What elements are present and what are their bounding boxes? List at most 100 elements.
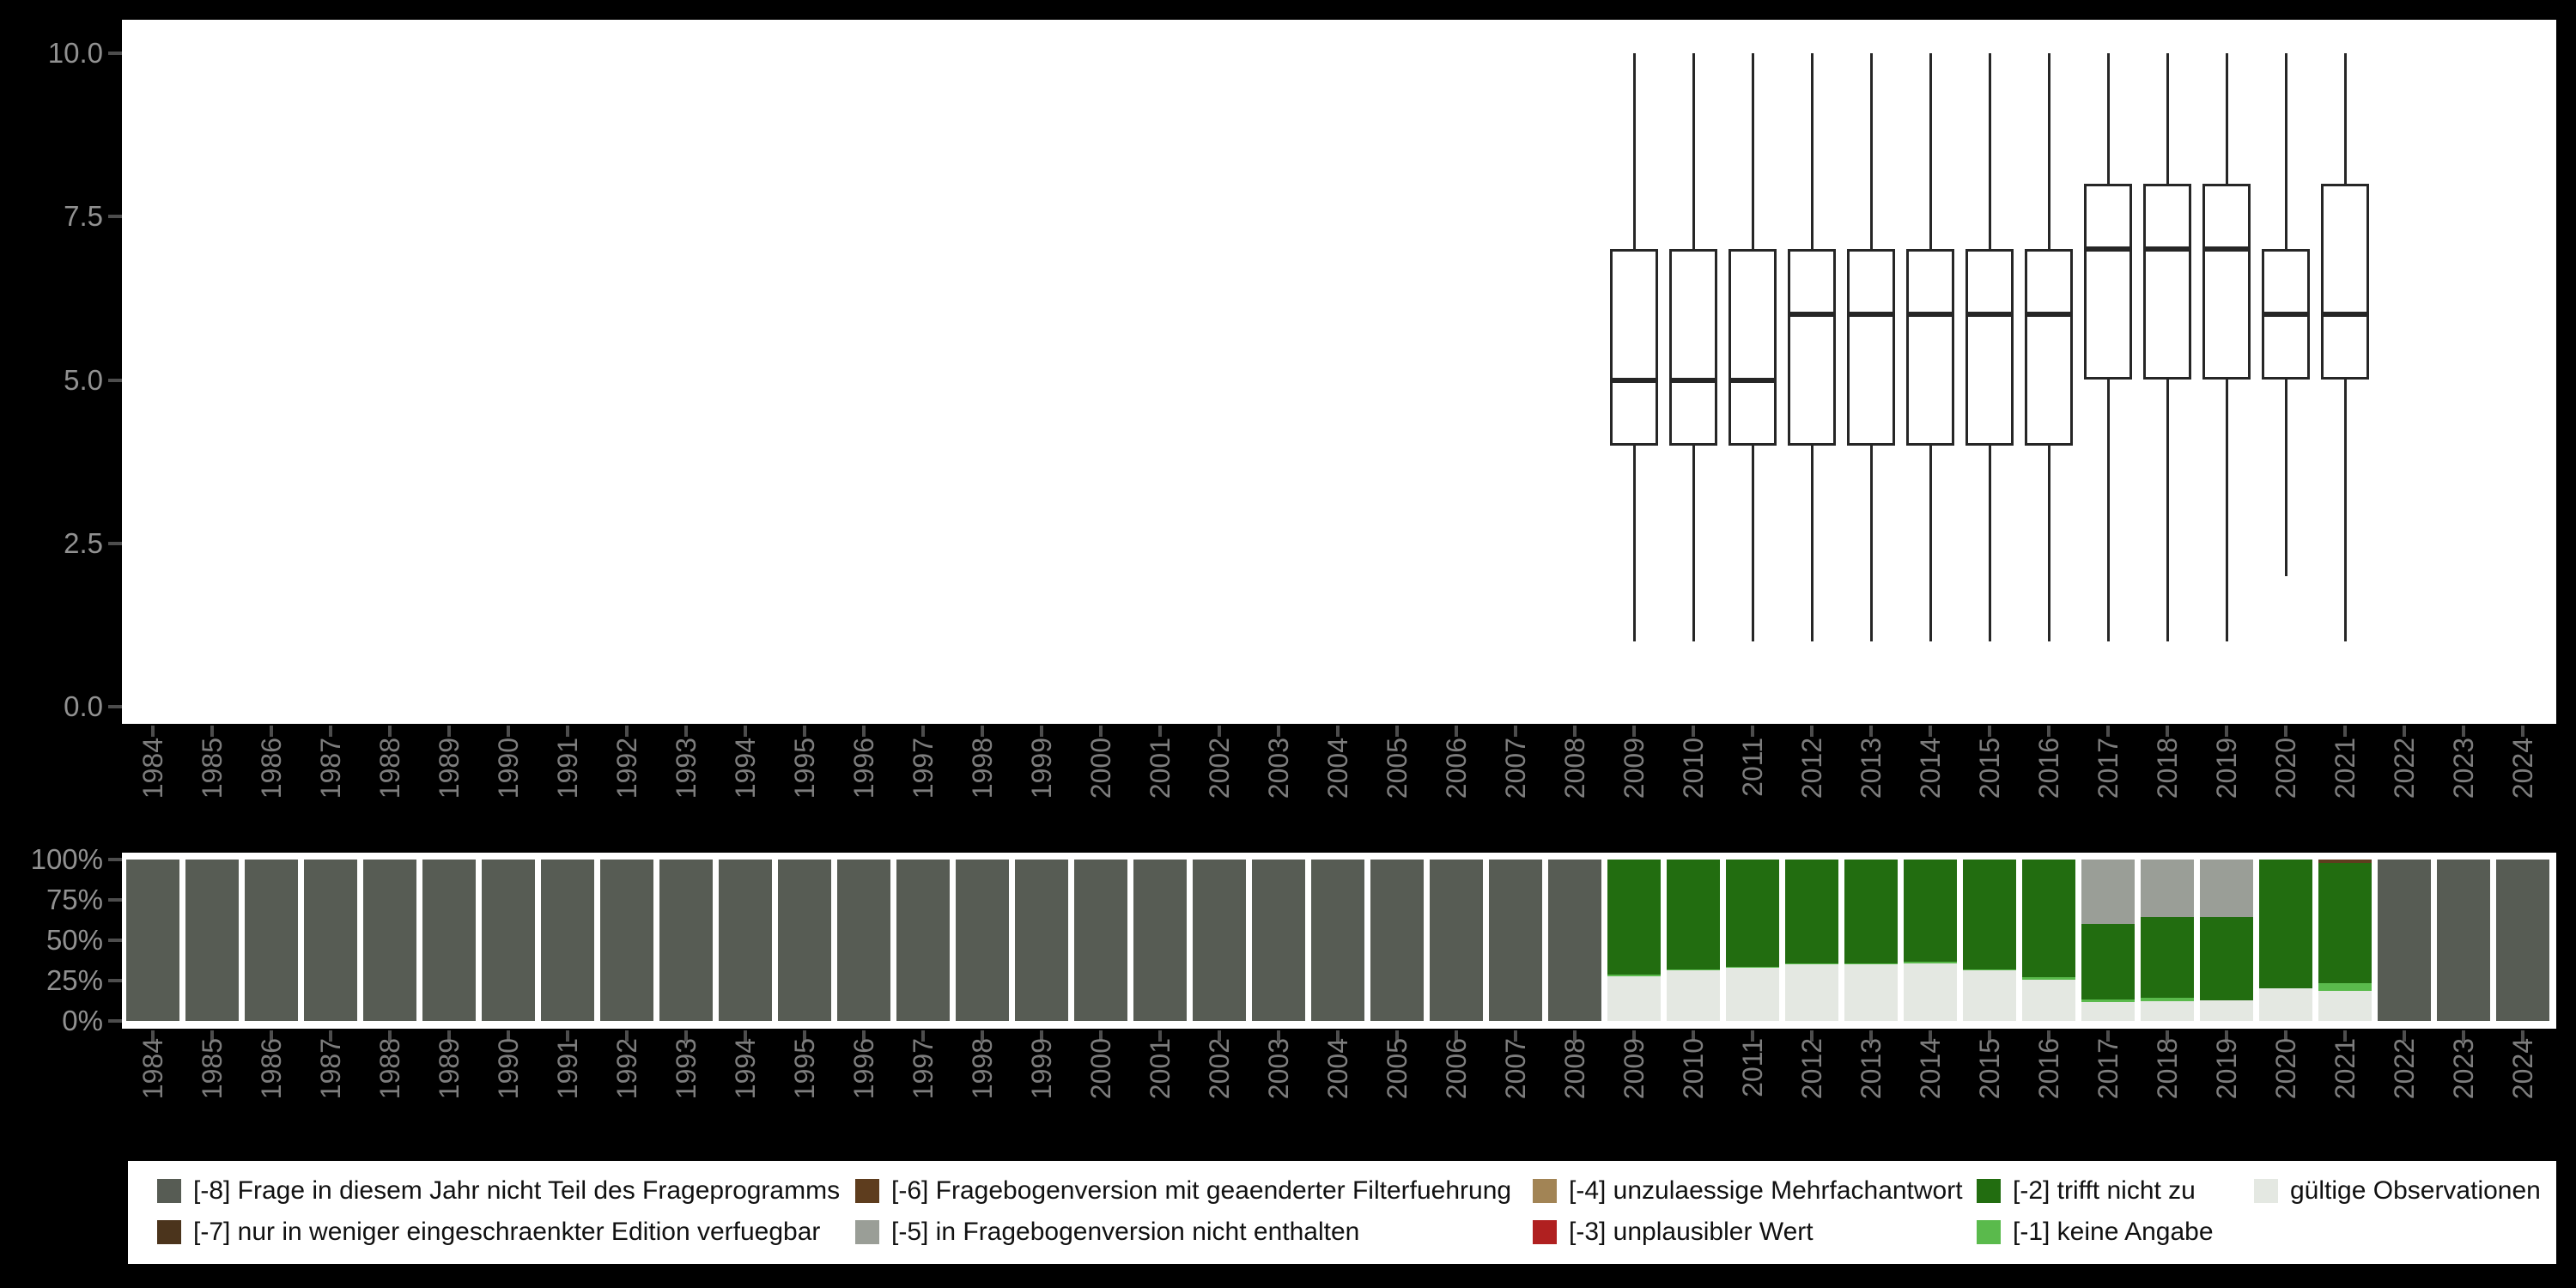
- x-tick-mark-bottom: [1514, 1030, 1517, 1042]
- year-label-top: 2010: [1678, 738, 1709, 799]
- bar-segment-m2: [2200, 916, 2253, 1000]
- bar-segment-m8: [1311, 860, 1364, 1021]
- year-label-bottom: 2004: [1322, 1038, 1353, 1100]
- bar-segment-m1: [1607, 975, 1661, 977]
- year-label-top: 1996: [848, 738, 879, 799]
- year-label-top: 1994: [730, 738, 761, 799]
- x-tick-mark-bottom: [2106, 1030, 2110, 1042]
- x-tick-mark-top: [566, 726, 569, 737]
- bar-segment-m1: [2318, 982, 2372, 991]
- percent-axis-tick-label: 100%: [30, 843, 103, 875]
- x-tick-mark-bottom: [2343, 1030, 2347, 1042]
- x-tick-mark-bottom: [1395, 1030, 1399, 1042]
- boxplot-box: [1906, 249, 1954, 446]
- x-tick-mark-bottom: [2284, 1030, 2287, 1042]
- legend-label-m8: [-8] Frage in diesem Jahr nicht Teil des…: [193, 1176, 841, 1205]
- boxplot-median: [2321, 312, 2369, 318]
- x-tick-mark-top: [1929, 726, 1932, 737]
- boxplot-box: [1728, 249, 1777, 446]
- y-axis-tick-label: 10.0: [47, 37, 103, 69]
- boxplot-median: [1728, 377, 1777, 383]
- bar-segment-m5: [2141, 860, 2194, 917]
- year-label-bottom: 1990: [493, 1038, 524, 1100]
- bar-segment-m2: [1667, 860, 1720, 969]
- x-tick-mark-bottom: [2047, 1030, 2050, 1042]
- x-tick-mark-top: [803, 726, 806, 737]
- x-tick-mark-top: [744, 726, 747, 737]
- x-tick-mark-top: [862, 726, 866, 737]
- boxplot-median: [1965, 312, 2014, 318]
- percent-axis-tick-label: 75%: [46, 884, 103, 915]
- x-tick-mark-bottom: [447, 1030, 451, 1042]
- x-tick-mark-bottom: [1455, 1030, 1458, 1042]
- x-tick-mark-top: [1988, 726, 1991, 737]
- legend-swatch-m2: [1977, 1179, 2001, 1203]
- percent-axis-tick-label: 25%: [46, 964, 103, 996]
- year-label-top: 1987: [315, 738, 346, 799]
- year-label-bottom: 2013: [1856, 1038, 1886, 1100]
- legend-label-m4: [-4] unzulaessige Mehrfachantwort: [1569, 1176, 1963, 1205]
- y-axis-tick-label: 7.5: [64, 200, 103, 233]
- year-label-top: 2016: [2033, 738, 2064, 799]
- year-label-top: 2022: [2389, 738, 2420, 799]
- year-label-bottom: 2005: [1382, 1038, 1413, 1100]
- x-tick-mark-top: [1573, 726, 1577, 737]
- x-tick-mark-bottom: [1929, 1030, 1932, 1042]
- bar-segment-m1: [1904, 962, 1957, 964]
- x-tick-mark-top: [1218, 726, 1221, 737]
- y-tick-mark: [108, 52, 122, 55]
- boxplot-box: [2202, 184, 2251, 380]
- bar-segment-m8: [422, 860, 476, 1021]
- bar-segment-m8: [1193, 860, 1246, 1021]
- x-tick-mark-bottom: [1158, 1030, 1162, 1042]
- x-tick-mark-bottom: [1573, 1030, 1577, 1042]
- x-tick-mark-top: [447, 726, 451, 737]
- year-label-top: 2012: [1796, 738, 1827, 799]
- year-label-bottom: 1986: [256, 1038, 287, 1100]
- boxplot-median: [2143, 246, 2191, 252]
- year-label-top: 2002: [1204, 738, 1235, 799]
- year-label-top: 2008: [1559, 738, 1590, 799]
- x-tick-mark-top: [2343, 726, 2347, 737]
- year-label-top: 1985: [197, 738, 228, 799]
- year-label-bottom: 1987: [315, 1038, 346, 1100]
- x-tick-mark-top: [1869, 726, 1873, 737]
- x-tick-mark-top: [210, 726, 214, 737]
- x-tick-mark-top: [2521, 726, 2524, 737]
- bar-segment-m8: [185, 860, 239, 1021]
- x-tick-mark-top: [2225, 726, 2228, 737]
- x-tick-mark-top: [1277, 726, 1280, 737]
- year-label-top: 2013: [1856, 738, 1886, 799]
- year-label-top: 2020: [2270, 738, 2301, 799]
- x-tick-mark-bottom: [744, 1030, 747, 1042]
- y-axis-tick-label: 5.0: [64, 363, 103, 396]
- year-label-bottom: 1989: [434, 1038, 465, 1100]
- year-label-top: 1998: [967, 738, 998, 799]
- y-axis-tick-label: 0.0: [64, 690, 103, 722]
- bar-segment-m1: [2022, 976, 2075, 981]
- year-label-bottom: 2007: [1500, 1038, 1531, 1100]
- x-tick-mark-bottom: [2462, 1030, 2465, 1042]
- x-tick-mark-top: [1455, 726, 1458, 737]
- year-label-bottom: 1997: [908, 1038, 939, 1100]
- boxplot-box: [2143, 184, 2191, 380]
- percent-tick-mark: [108, 858, 122, 861]
- year-label-bottom: 2002: [1204, 1038, 1235, 1100]
- year-label-top: 2014: [1915, 738, 1946, 799]
- year-label-bottom: 2022: [2389, 1038, 2420, 1100]
- x-tick-mark-bottom: [625, 1030, 629, 1042]
- year-label-bottom: 2012: [1796, 1038, 1827, 1100]
- legend-swatch-m7: [157, 1220, 181, 1244]
- x-tick-mark-top: [1040, 726, 1043, 737]
- legend-swatch-m1: [1977, 1220, 2001, 1244]
- x-tick-mark-bottom: [388, 1030, 392, 1042]
- bar-segment-m8: [1074, 860, 1127, 1021]
- x-tick-mark-bottom: [1336, 1030, 1340, 1042]
- legend-swatch-m8: [157, 1179, 181, 1203]
- year-label-bottom: 2003: [1263, 1038, 1294, 1100]
- x-tick-mark-top: [625, 726, 629, 737]
- x-tick-mark-bottom: [2225, 1030, 2228, 1042]
- x-tick-mark-bottom: [1751, 1030, 1754, 1042]
- x-tick-mark-top: [1514, 726, 1517, 737]
- bar-segment-valid: [2318, 990, 2372, 1021]
